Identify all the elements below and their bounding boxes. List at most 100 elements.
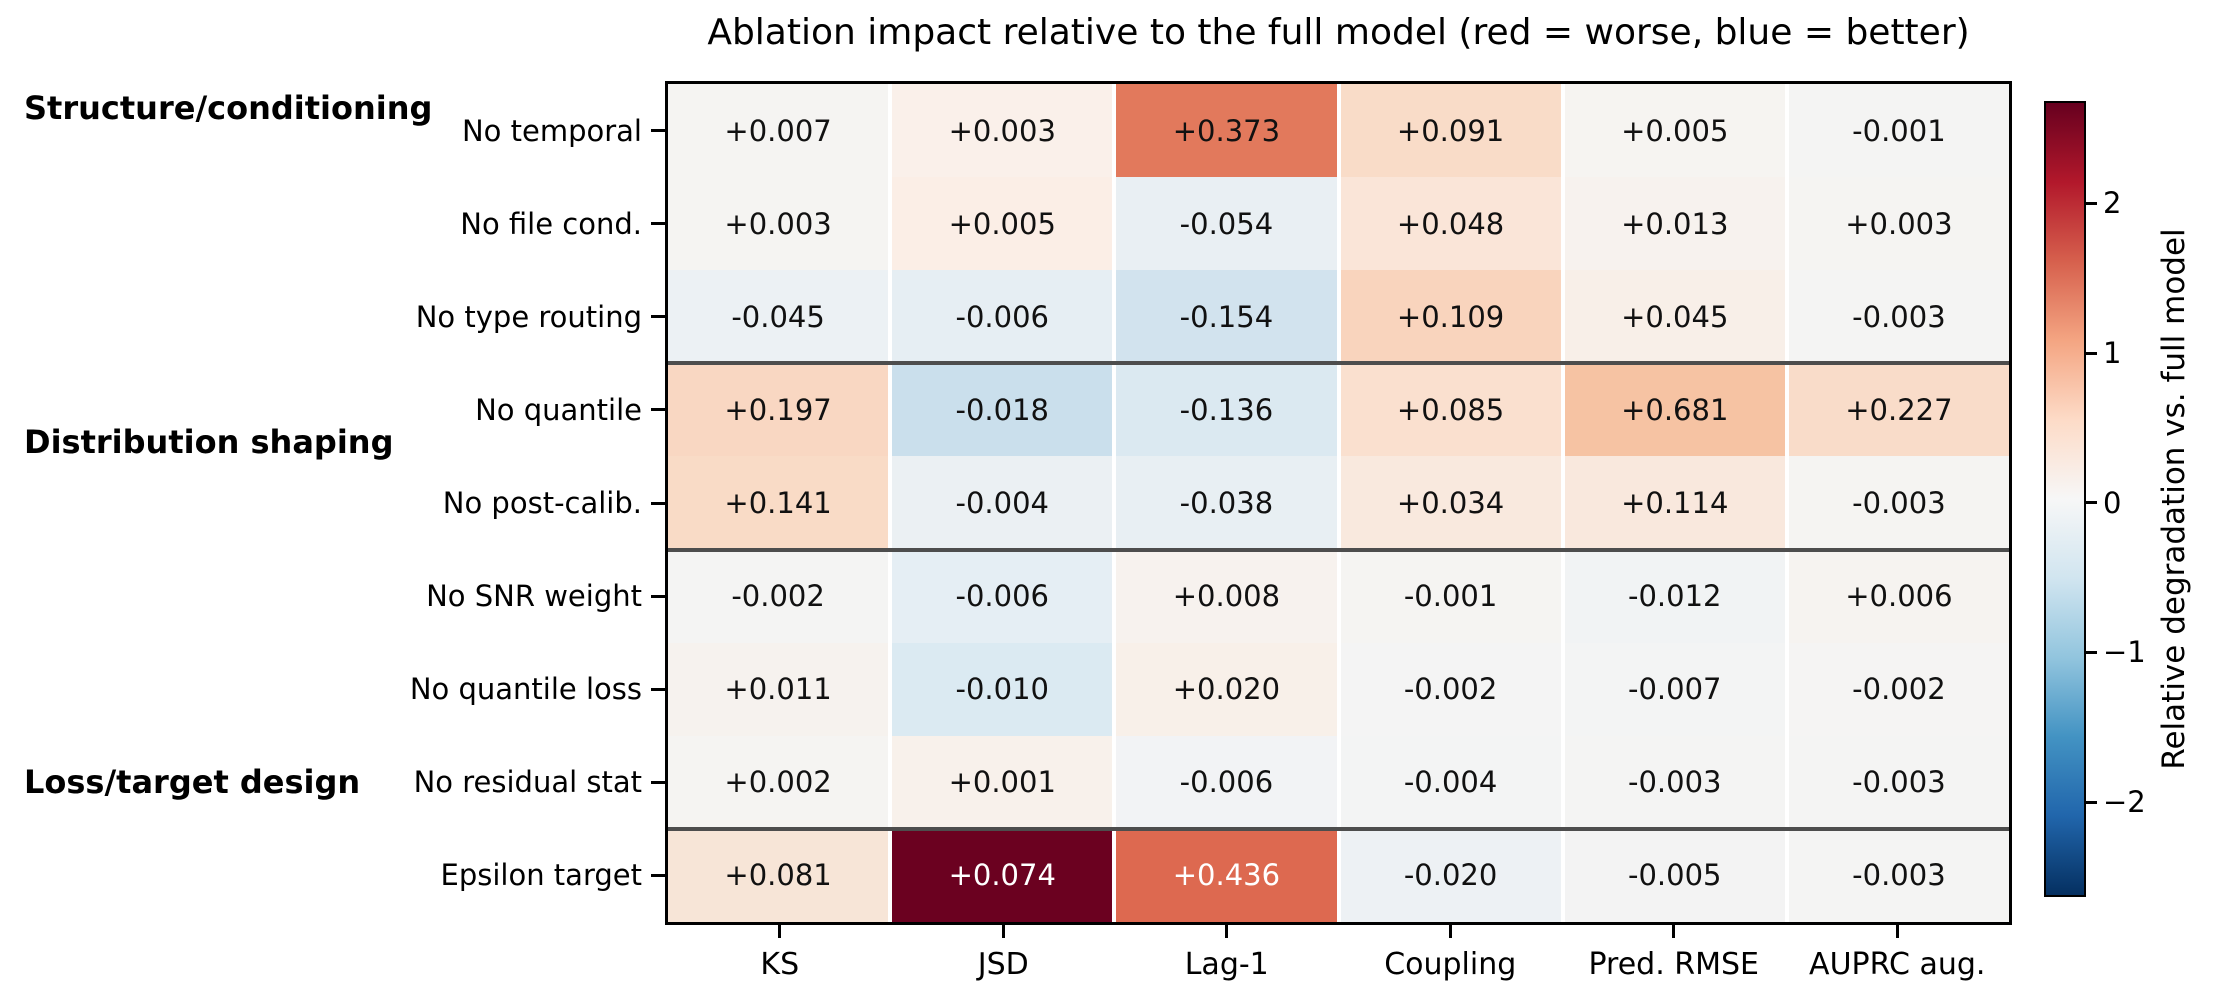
- group-separator-line: [668, 361, 2009, 366]
- x-tick-mark: [1895, 925, 1899, 938]
- colorbar-tick-mark: [2086, 501, 2097, 505]
- heatmap-cell: +0.005: [892, 177, 1113, 271]
- heatmap-cell: +0.003: [668, 177, 889, 271]
- heatmap-cell: +0.005: [1564, 84, 1785, 178]
- heatmap-cell: +0.109: [1340, 270, 1561, 364]
- y-tick-mark: [651, 408, 665, 412]
- column-label: JSD: [977, 947, 1029, 982]
- chart-title: Ablation impact relative to the full mod…: [707, 12, 1970, 53]
- heatmap-cell: -0.004: [1340, 735, 1561, 829]
- heatmap-cell: +0.011: [668, 642, 889, 736]
- row-label: Epsilon target: [440, 858, 642, 893]
- y-tick-mark: [651, 501, 665, 505]
- heatmap-cell: -0.002: [1788, 642, 2009, 736]
- heatmap-cell: -0.045: [668, 270, 889, 364]
- x-tick-mark: [1225, 925, 1229, 938]
- heatmap-cell: -0.002: [668, 549, 889, 643]
- colorbar-tick-mark: [2086, 650, 2097, 654]
- row-label: No type routing: [415, 299, 642, 334]
- row-label: No residual stat: [413, 765, 642, 800]
- colorbar-tick-mark: [2086, 351, 2097, 355]
- colorbar-tick-label: 1: [2103, 336, 2122, 371]
- heatmap-grid: +0.007 +0.003 +0.373 +0.091 +0.005 -0.001 +0.0…: [665, 81, 2012, 925]
- row-label: No post-calib.: [442, 486, 642, 520]
- heatmap-cell: +0.034: [1340, 456, 1561, 550]
- colorbar-axis-label: Relative degradation vs. full model: [2156, 228, 2192, 770]
- heatmap-cell: +0.013: [1564, 177, 1785, 271]
- heatmap-cell: +0.197: [668, 363, 889, 457]
- x-tick-mark: [1448, 925, 1452, 938]
- colorbar-tick-mark: [2086, 201, 2097, 205]
- y-tick-mark: [651, 594, 665, 598]
- heatmap-cell: -0.005: [1564, 828, 1785, 922]
- column-label: Lag-1: [1184, 947, 1269, 982]
- x-tick-mark: [778, 925, 782, 938]
- heatmap-cell: +0.085: [1340, 363, 1561, 457]
- colorbar-tick-label: −1: [2103, 635, 2146, 670]
- heatmap-cell: +0.436: [1116, 828, 1337, 922]
- heatmap-cell: +0.074: [892, 828, 1113, 922]
- heatmap-cell: -0.006: [1116, 735, 1337, 829]
- heatmap-cell: +0.227: [1788, 363, 2009, 457]
- row-label: No file cond.: [460, 206, 642, 241]
- column-label: KS: [760, 947, 800, 982]
- heatmap-cell: -0.002: [1340, 642, 1561, 736]
- y-tick-mark: [651, 222, 665, 226]
- heatmap-cell: -0.003: [1788, 456, 2009, 550]
- x-tick-mark: [1001, 925, 1005, 938]
- heatmap-cell: +0.681: [1564, 363, 1785, 457]
- heatmap-cell: +0.141: [668, 456, 889, 550]
- heatmap-cell: -0.006: [892, 549, 1113, 643]
- heatmap-cell: -0.003: [1788, 270, 2009, 364]
- colorbar-tick-label: −2: [2103, 785, 2146, 820]
- heatmap-cell: -0.012: [1564, 549, 1785, 643]
- heatmap-cell: +0.081: [668, 828, 889, 922]
- heatmap-cell: -0.020: [1340, 828, 1561, 922]
- heatmap-cell: +0.114: [1564, 456, 1785, 550]
- heatmap-cell: +0.373: [1116, 84, 1337, 178]
- heatmap-cell: +0.006: [1788, 549, 2009, 643]
- group-separator-line: [668, 826, 2009, 831]
- heatmap-cell: +0.048: [1340, 177, 1561, 271]
- heatmap-cell: +0.020: [1116, 642, 1337, 736]
- row-group-label-loss: Loss/target design: [24, 763, 361, 801]
- group-separator-line: [668, 547, 2009, 552]
- heatmap-cell: +0.045: [1564, 270, 1785, 364]
- heatmap-cell: -0.003: [1564, 735, 1785, 829]
- column-label: AUPRC aug.: [1809, 947, 1986, 982]
- heatmap-cell: -0.004: [892, 456, 1113, 550]
- y-tick-mark: [651, 780, 665, 784]
- colorbar: [2044, 101, 2086, 897]
- heatmap-cell: -0.003: [1788, 828, 2009, 922]
- column-label: Coupling: [1384, 947, 1517, 982]
- heatmap-cell: -0.001: [1788, 84, 2009, 178]
- heatmap-cell: +0.091: [1340, 84, 1561, 178]
- colorbar-tick-label: 0: [2103, 485, 2122, 520]
- heatmap-cell: -0.007: [1564, 642, 1785, 736]
- heatmap-cell: +0.003: [1788, 177, 2009, 271]
- row-group-label-structure: Structure/conditioning: [24, 89, 433, 127]
- y-tick-mark: [651, 873, 665, 877]
- heatmap-cell: -0.038: [1116, 456, 1337, 550]
- heatmap-cell: -0.003: [1788, 735, 2009, 829]
- y-tick-mark: [651, 315, 665, 319]
- y-tick-mark: [651, 129, 665, 133]
- heatmap-cell: +0.001: [892, 735, 1113, 829]
- colorbar-tick-label: 2: [2103, 186, 2122, 221]
- row-label: No quantile: [475, 392, 642, 427]
- x-tick-mark: [1672, 925, 1676, 938]
- heatmap-cell: +0.007: [668, 84, 889, 178]
- heatmap-cell: -0.010: [892, 642, 1113, 736]
- colorbar-tick-mark: [2086, 800, 2097, 804]
- heatmap-cell: -0.001: [1340, 549, 1561, 643]
- heatmap-cell: -0.018: [892, 363, 1113, 457]
- heatmap-cell: +0.002: [668, 735, 889, 829]
- row-label: No SNR weight: [426, 579, 642, 614]
- heatmap-cell: +0.008: [1116, 549, 1337, 643]
- heatmap-cell: -0.006: [892, 270, 1113, 364]
- row-group-label-distribution: Distribution shaping: [24, 423, 394, 461]
- y-tick-mark: [651, 687, 665, 691]
- heatmap-cell: -0.136: [1116, 363, 1337, 457]
- column-label: Pred. RMSE: [1588, 947, 1760, 982]
